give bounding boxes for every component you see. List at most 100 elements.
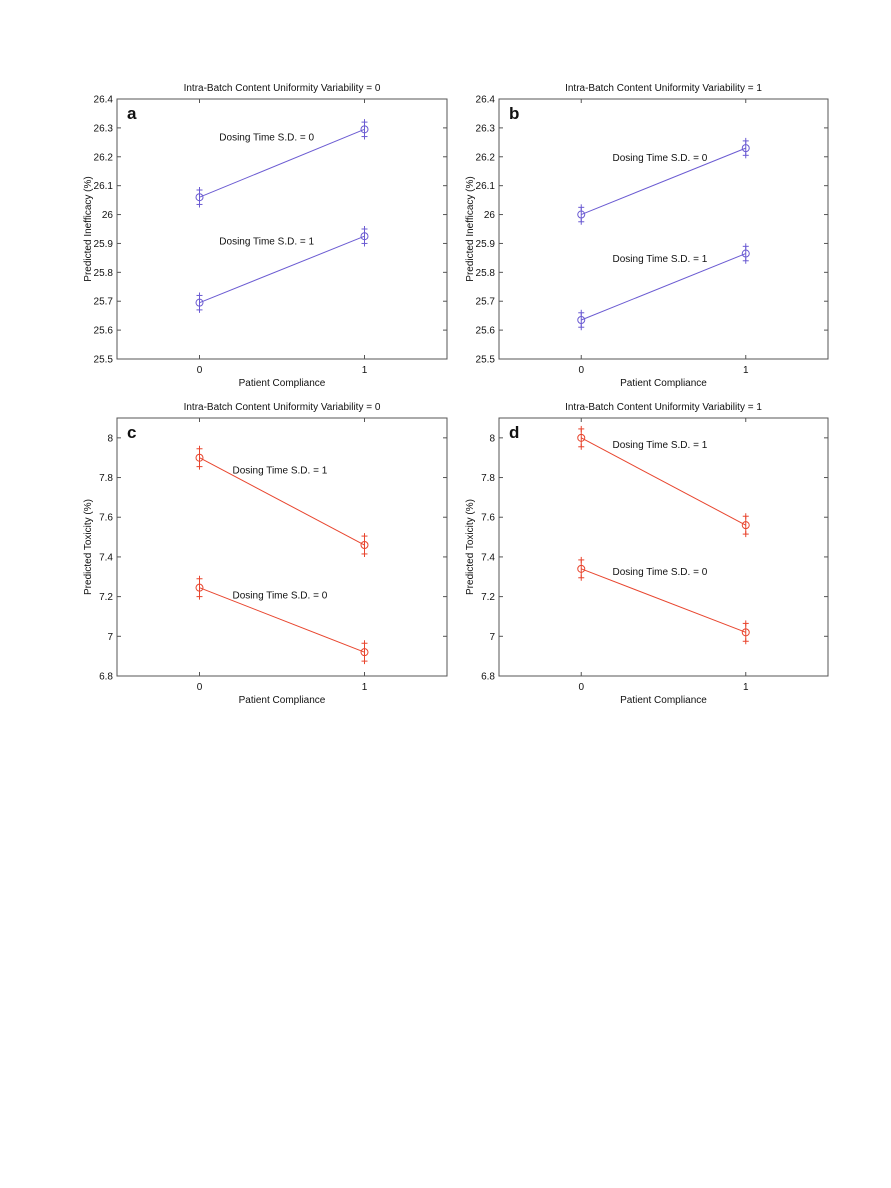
y-tick-label: 26.1 [94, 181, 114, 192]
y-axis-label: Predicted Toxicity (%) [83, 499, 94, 595]
series-line [199, 235, 365, 304]
y-tick-label: 8 [107, 433, 113, 444]
series-line [581, 147, 746, 216]
data-point [360, 232, 369, 241]
series-0: Dosing Time S.D. = 0 [195, 119, 369, 208]
chart-title: Intra-Batch Content Uniformity Variabili… [184, 402, 381, 413]
x-axis-label: Patient Compliance [620, 695, 707, 706]
x-axis-label: Patient Compliance [239, 695, 326, 706]
y-tick-label: 25.6 [476, 326, 496, 337]
y-tick-label: 7.8 [481, 473, 495, 484]
series-annotation: Dosing Time S.D. = 1 [219, 237, 314, 248]
y-tick-label: 8 [489, 433, 495, 444]
x-tick-label: 0 [197, 365, 203, 376]
data-point [360, 541, 369, 550]
panel-b: Intra-Batch Content Uniformity Variabili… [465, 83, 829, 389]
x-tick-label: 1 [362, 365, 368, 376]
y-tick-label: 7 [107, 632, 113, 643]
series-annotation: Dosing Time S.D. = 1 [613, 440, 708, 451]
y-tick-label: 25.8 [476, 268, 496, 279]
panel-a: Intra-Batch Content Uniformity Variabili… [83, 83, 448, 389]
y-tick-label: 7.6 [99, 513, 113, 524]
axes-box [116, 98, 448, 360]
series-line [581, 437, 746, 526]
panel-label: c [127, 423, 136, 442]
y-tick-label: 25.9 [94, 239, 114, 250]
data-point [577, 210, 586, 219]
series-1: Dosing Time S.D. = 1 [195, 226, 369, 313]
x-tick-label: 1 [743, 365, 749, 376]
y-tick-label: 26 [484, 210, 496, 221]
chart-title: Intra-Batch Content Uniformity Variabili… [184, 83, 381, 94]
y-tick-label: 7.8 [99, 473, 113, 484]
y-tick-label: 26 [102, 210, 114, 221]
y-tick-label: 25.7 [94, 297, 114, 308]
series-1: Dosing Time S.D. = 1 [577, 243, 750, 331]
series-annotation: Dosing Time S.D. = 0 [613, 153, 708, 164]
y-tick-label: 7 [489, 632, 495, 643]
y-axis-label: Predicted Toxicity (%) [465, 499, 476, 595]
y-tick-label: 25.5 [94, 355, 114, 366]
y-tick-label: 26.3 [94, 123, 114, 134]
y-tick-label: 7.2 [481, 592, 495, 603]
data-point [741, 249, 750, 258]
y-tick-label: 25.6 [94, 326, 114, 337]
data-point [741, 521, 750, 530]
panel-label: a [127, 104, 137, 123]
y-tick-label: 25.9 [476, 239, 496, 250]
series-line [199, 587, 365, 653]
series-annotation: Dosing Time S.D. = 1 [233, 466, 328, 477]
series-0: Dosing Time S.D. = 0 [577, 137, 750, 225]
series-line [581, 253, 746, 321]
chart-title: Intra-Batch Content Uniformity Variabili… [565, 402, 762, 413]
data-point [741, 628, 750, 637]
axes-box [498, 417, 829, 677]
series-0: Dosing Time S.D. = 1 [195, 445, 369, 557]
y-tick-label: 25.5 [476, 355, 496, 366]
x-tick-label: 1 [362, 682, 368, 693]
data-point [360, 648, 369, 657]
y-tick-label: 26.3 [476, 123, 496, 134]
data-point [195, 453, 204, 462]
series-annotation: Dosing Time S.D. = 1 [613, 254, 708, 265]
data-point [195, 193, 204, 202]
data-point [577, 316, 586, 324]
x-tick-label: 0 [578, 682, 584, 693]
y-tick-label: 25.7 [476, 297, 496, 308]
series-line [581, 568, 746, 633]
y-tick-label: 26.4 [94, 95, 114, 106]
y-tick-label: 26.2 [476, 152, 496, 163]
axes-box [498, 98, 829, 360]
y-axis-label: Predicted Inefficacy (%) [83, 176, 94, 281]
x-axis-label: Patient Compliance [239, 378, 326, 389]
y-tick-label: 26.1 [476, 181, 496, 192]
y-tick-label: 6.8 [99, 672, 113, 683]
chart-title: Intra-Batch Content Uniformity Variabili… [565, 83, 762, 94]
x-tick-label: 0 [197, 682, 203, 693]
series-annotation: Dosing Time S.D. = 0 [233, 591, 328, 602]
y-tick-label: 7.4 [99, 552, 113, 563]
y-tick-label: 25.8 [94, 268, 114, 279]
series-1: Dosing Time S.D. = 0 [195, 575, 369, 665]
panel-c: Intra-Batch Content Uniformity Variabili… [83, 402, 448, 706]
data-point [577, 433, 586, 442]
series-1: Dosing Time S.D. = 0 [577, 556, 750, 645]
panel-label: b [509, 104, 519, 123]
y-axis-label: Predicted Inefficacy (%) [465, 176, 476, 281]
y-tick-label: 7.6 [481, 513, 495, 524]
series-annotation: Dosing Time S.D. = 0 [219, 133, 314, 144]
y-tick-label: 26.2 [94, 152, 114, 163]
y-tick-label: 6.8 [481, 672, 495, 683]
series-line [199, 128, 365, 198]
data-point [195, 298, 204, 307]
x-axis-label: Patient Compliance [620, 378, 707, 389]
data-point [577, 564, 586, 573]
data-point [195, 583, 204, 592]
series-line [199, 457, 365, 546]
data-point [741, 144, 750, 153]
series-0: Dosing Time S.D. = 1 [577, 425, 750, 538]
data-point [360, 125, 369, 134]
y-tick-label: 7.2 [99, 592, 113, 603]
series-annotation: Dosing Time S.D. = 0 [613, 567, 708, 578]
